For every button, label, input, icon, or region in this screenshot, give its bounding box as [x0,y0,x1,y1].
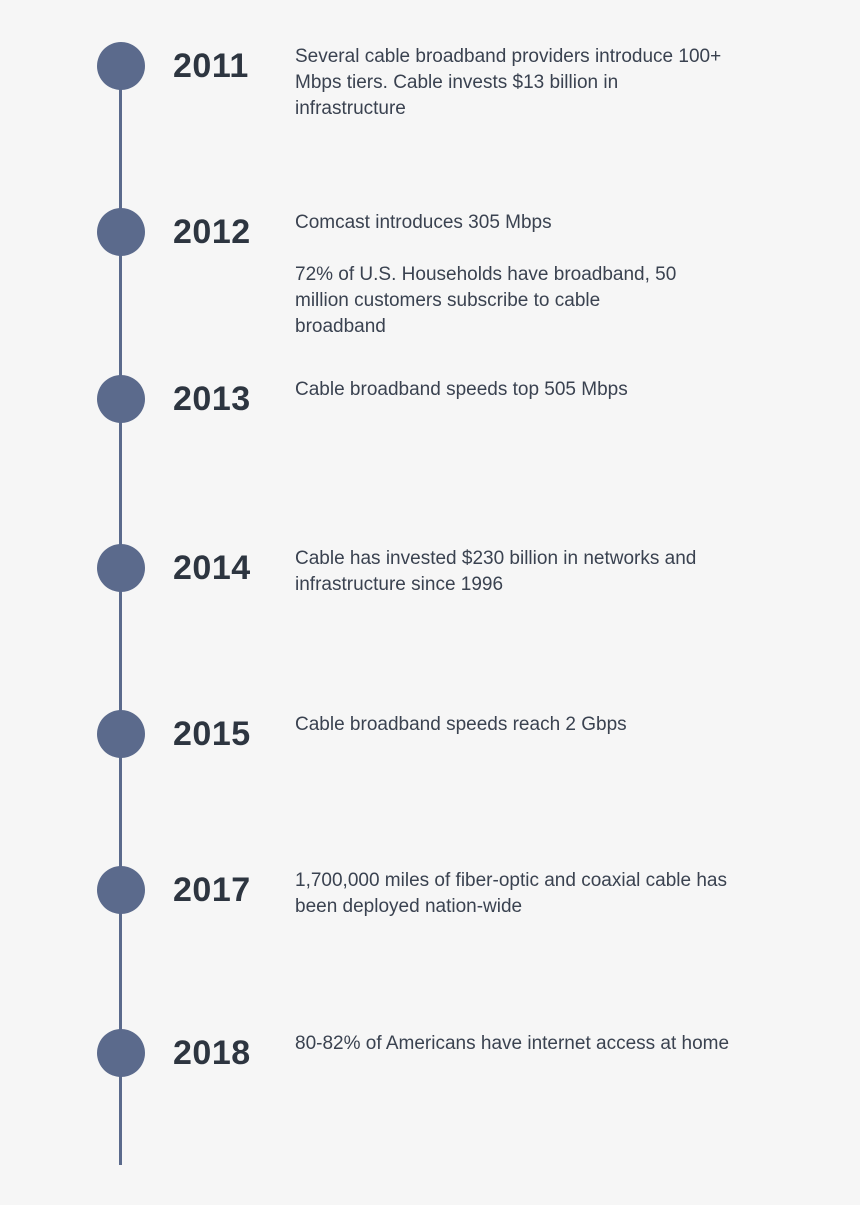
description-paragraph: Cable has invested $230 billion in netwo… [295,548,697,595]
event-description: Cable broadband speeds reach 2 Gbps [295,712,725,764]
event-description: Cable has invested $230 billion in netwo… [295,546,715,624]
timeline-dot [97,866,145,914]
event-year: 2014 [173,549,251,587]
event-description: Cable broadband speeds top 505 Mbps [295,377,725,429]
timeline-dot [97,42,145,90]
event-description: 1,700,000 miles of fiber-optic and coaxi… [295,868,755,946]
timeline-dot [97,710,145,758]
description-paragraph: Cable broadband speeds top 505 Mbps [295,379,628,400]
timeline-dot [97,208,145,256]
description-paragraph: Several cable broadband providers introd… [295,46,722,119]
event-description: 80-82% of Americans have internet access… [295,1031,785,1083]
event-year: 2015 [173,715,251,753]
event-year: 2017 [173,871,251,909]
event-year: 2012 [173,213,251,251]
timeline-dot [97,1029,145,1077]
description-paragraph: 72% of U.S. Households have broadband, 5… [295,264,677,337]
description-paragraph: 1,700,000 miles of fiber-optic and coaxi… [295,870,727,917]
event-description: Comcast introduces 305 Mbps 72% of U.S. H… [295,210,695,366]
event-year: 2013 [173,380,251,418]
timeline-dot [97,375,145,423]
timeline-dot [97,544,145,592]
description-paragraph: Cable broadband speeds reach 2 Gbps [295,714,627,735]
description-paragraph: Comcast introduces 305 Mbps [295,212,552,233]
description-paragraph: 80-82% of Americans have internet access… [295,1033,730,1054]
event-year: 2018 [173,1034,251,1072]
event-description: Several cable broadband providers introd… [295,44,725,148]
timeline-line [119,66,122,1165]
event-year: 2011 [173,47,249,85]
